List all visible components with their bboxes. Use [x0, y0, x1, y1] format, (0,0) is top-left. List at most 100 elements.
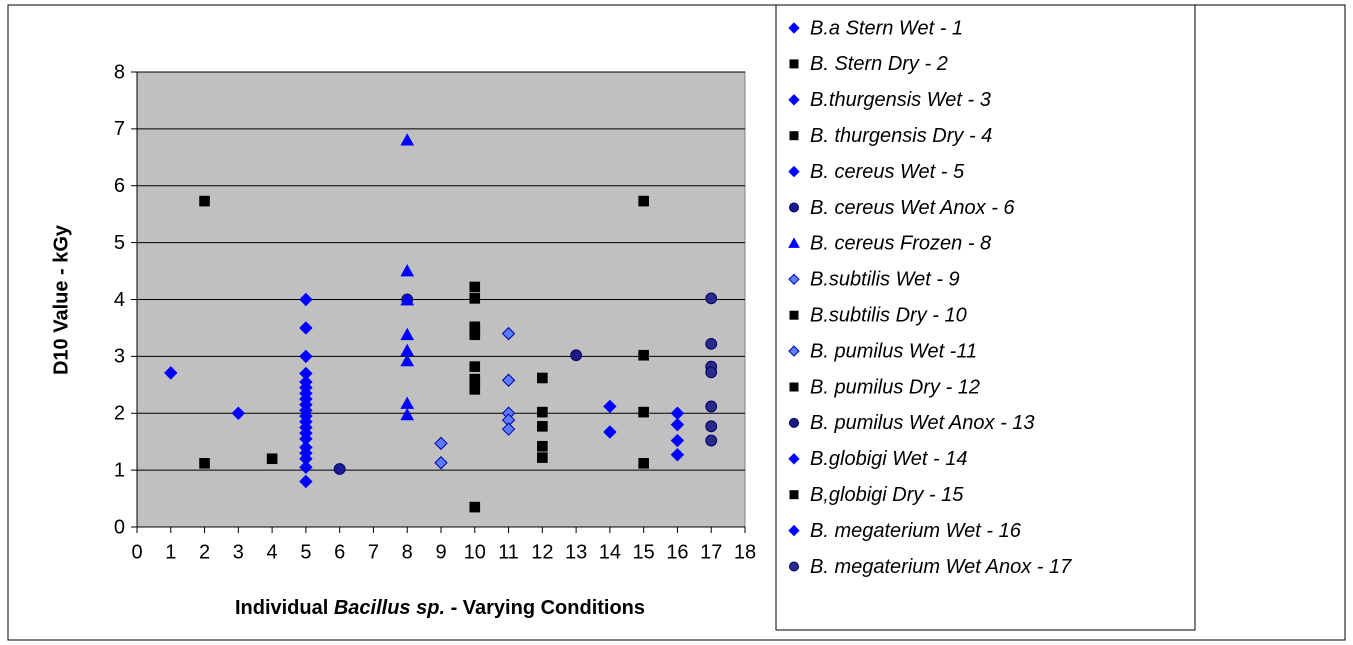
legend-label: B. cereus Wet Anox - 6 [810, 197, 1015, 219]
marker-square [789, 382, 799, 392]
marker-diamond [434, 456, 448, 470]
legend-label: B. pumilus Dry - 12 [810, 376, 980, 398]
marker-square [537, 421, 548, 432]
x-tick-label: 6 [334, 541, 345, 563]
y-tick-label: 3 [114, 346, 125, 368]
legend-label: B.subtilis Dry - 10 [810, 304, 967, 326]
marker-square [537, 452, 548, 463]
marker-circle [705, 337, 718, 350]
marker-diamond [788, 94, 800, 106]
marker-diamond [603, 425, 617, 439]
x-tick-label: 11 [498, 541, 519, 563]
marker-diamond [501, 422, 516, 436]
x-tick-label: 18 [734, 541, 756, 563]
x-axis-label-part: - Varying Conditions [445, 597, 645, 619]
x-tick-label: 13 [565, 541, 587, 563]
marker-circle [705, 400, 718, 413]
marker-square [638, 406, 649, 418]
marker-triangle [400, 407, 415, 421]
marker-diamond [299, 349, 313, 364]
marker-square [199, 195, 210, 207]
x-tick-label: 12 [531, 541, 553, 563]
marker-square [266, 453, 278, 465]
marker-square [638, 195, 649, 207]
x-tick-label: 17 [700, 541, 722, 563]
marker-diamond [299, 460, 313, 474]
x-axis-label: Individual Bacillus sp. - Varying Condit… [235, 597, 645, 619]
marker-square [638, 458, 649, 469]
marker-diamond [501, 326, 516, 341]
legend-label: B. pumilus Wet Anox - 13 [810, 412, 1035, 434]
y-tick-label: 7 [114, 118, 125, 140]
marker-diamond [788, 273, 800, 286]
legend-label: B.globigi Wet - 14 [810, 448, 968, 470]
legend-label: B. pumilus Wet -11 [810, 340, 977, 362]
marker-triangle [400, 293, 415, 306]
marker-circle [333, 463, 346, 475]
marker-square [469, 329, 481, 341]
y-tick-label: 1 [114, 459, 125, 481]
x-tick-label: 1 [165, 541, 176, 563]
legend-label: B. cereus Frozen - 8 [810, 233, 991, 255]
marker-square [469, 501, 481, 513]
marker-square [537, 372, 548, 384]
marker-diamond [788, 165, 800, 178]
marker-circle [705, 292, 718, 305]
x-tick-label: 3 [233, 541, 244, 563]
marker-circle [789, 417, 799, 428]
marker-square [789, 59, 799, 69]
marker-circle [570, 349, 583, 362]
marker-square [469, 361, 481, 372]
legend-label: B. megaterium Wet Anox - 17 [810, 556, 1072, 578]
marker-diamond [788, 453, 800, 465]
y-tick-label: 8 [114, 61, 125, 83]
legend-label: B. thurgensis Dry - 4 [810, 125, 992, 147]
y-tick-label: 0 [114, 516, 125, 538]
marker-square [537, 406, 548, 418]
marker-square [537, 440, 548, 452]
x-tick-label: 4 [267, 541, 278, 563]
marker-diamond [434, 436, 448, 451]
marker-square [469, 281, 481, 293]
marker-circle [705, 420, 718, 433]
legend-label: B. megaterium Wet - 16 [810, 520, 1022, 542]
x-tick-label: 2 [199, 541, 210, 563]
marker-triangle [400, 353, 415, 367]
marker-square [199, 458, 210, 469]
marker-square [789, 131, 799, 141]
legend-label: B,globigi Dry - 15 [810, 484, 964, 506]
marker-diamond [164, 366, 178, 380]
marker-square [638, 349, 649, 361]
marker-diamond [299, 292, 313, 307]
x-axis-label-part: Bacillus sp. [334, 597, 445, 619]
marker-diamond [788, 22, 800, 34]
y-tick-label: 2 [114, 403, 125, 425]
marker-circle [705, 366, 718, 379]
x-tick-label: 14 [599, 541, 621, 563]
y-tick-label: 5 [114, 232, 125, 254]
marker-triangle [788, 237, 800, 248]
x-tick-label: 10 [464, 541, 486, 563]
marker-circle [789, 202, 799, 213]
x-tick-label: 8 [402, 541, 413, 563]
legend-label: B.subtilis Wet - 9 [810, 269, 960, 291]
x-tick-label: 15 [633, 541, 655, 563]
marker-diamond [670, 417, 685, 432]
x-tick-label: 5 [300, 541, 311, 563]
marker-square [469, 384, 481, 395]
marker-diamond [501, 373, 516, 387]
x-tick-label: 0 [131, 541, 142, 563]
marker-triangle [400, 264, 415, 277]
marker-triangle [400, 327, 415, 341]
legend-label: B.a Stern Wet - 1 [810, 17, 963, 39]
marker-diamond [299, 474, 313, 489]
y-axis-label: D10 Value - kGy [50, 224, 72, 375]
legend-label: B.thurgensis Wet - 3 [810, 89, 991, 111]
marker-diamond [788, 345, 800, 357]
marker-diamond [603, 399, 617, 414]
marker-triangle [400, 133, 415, 146]
legend-box [775, 4, 1196, 631]
x-axis-label-part: Individual [235, 597, 334, 619]
legend-label: B. cereus Wet - 5 [810, 161, 965, 183]
